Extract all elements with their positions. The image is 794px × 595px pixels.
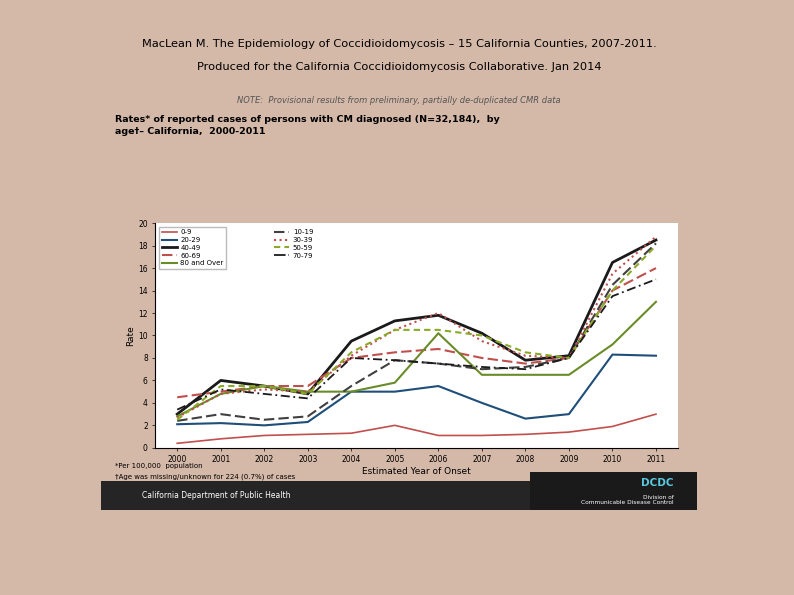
Text: DCDC: DCDC	[641, 478, 673, 488]
Text: MacLean M. The Epidemiology of Coccidioidomycosis – 15 California Counties, 2007: MacLean M. The Epidemiology of Coccidioi…	[141, 39, 657, 49]
Text: California Department of Public Health: California Department of Public Health	[142, 491, 291, 500]
Legend: 10-19, 30-39, 50-59, 70-79: 10-19, 30-39, 50-59, 70-79	[272, 227, 316, 261]
Text: Division of
Communicable Disease Control: Division of Communicable Disease Control	[581, 494, 673, 505]
X-axis label: Estimated Year of Onset: Estimated Year of Onset	[362, 467, 471, 476]
Text: Produced for the California Coccidioidomycosis Collaborative. Jan 2014: Produced for the California Coccidioidom…	[197, 62, 601, 72]
Y-axis label: Rate: Rate	[126, 325, 136, 346]
Text: Rates* of reported cases of persons with CM diagnosed (N=32,184),  by
age†– Cali: Rates* of reported cases of persons with…	[115, 115, 500, 136]
Bar	[101, 481, 697, 510]
Text: *Per 100,000  population: *Per 100,000 population	[115, 463, 203, 469]
Bar	[530, 472, 697, 510]
Text: NOTE:  Provisional results from preliminary, partially de-duplicated CMR data: NOTE: Provisional results from prelimina…	[237, 96, 561, 105]
Text: †Age was missing/unknown for 224 (0.7%) of cases: †Age was missing/unknown for 224 (0.7%) …	[115, 474, 295, 480]
